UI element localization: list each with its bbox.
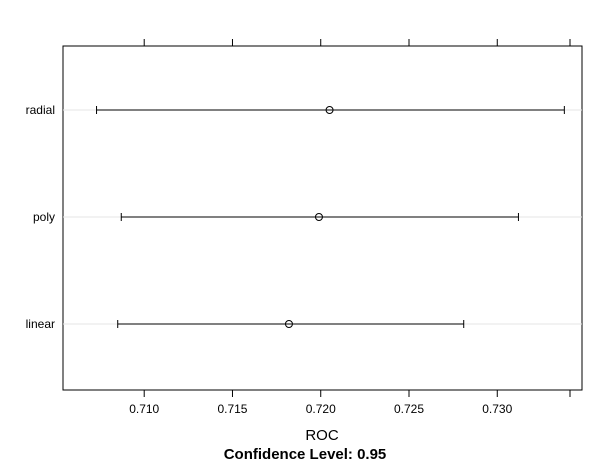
y-axis-tick-labels: radial poly linear bbox=[26, 103, 55, 331]
x-tick-label-2: 0.720 bbox=[306, 402, 336, 416]
y-tick-label-poly: poly bbox=[33, 210, 55, 224]
x-axis-title: ROC bbox=[305, 427, 339, 444]
estimate-point-radial bbox=[325, 106, 334, 114]
estimate-point-linear bbox=[284, 320, 293, 328]
x-tick-label-1: 0.715 bbox=[217, 402, 247, 416]
confidence-intervals bbox=[96, 106, 565, 328]
y-tick-label-radial: radial bbox=[26, 103, 55, 117]
estimate-point-poly bbox=[314, 213, 323, 221]
y-tick-label-linear: linear bbox=[26, 317, 55, 331]
x-axis-ticks bbox=[143, 39, 571, 397]
x-tick-label-4: 0.730 bbox=[482, 402, 512, 416]
x-tick-label-3: 0.725 bbox=[394, 402, 424, 416]
plot-frame bbox=[62, 45, 583, 391]
x-tick-label-0: 0.710 bbox=[129, 402, 159, 416]
x-axis-tick-labels: 0.710 0.715 0.720 0.725 0.730 bbox=[129, 402, 512, 416]
confidence-level-subtitle: Confidence Level: 0.95 bbox=[224, 446, 387, 463]
estimate-points bbox=[284, 106, 334, 328]
